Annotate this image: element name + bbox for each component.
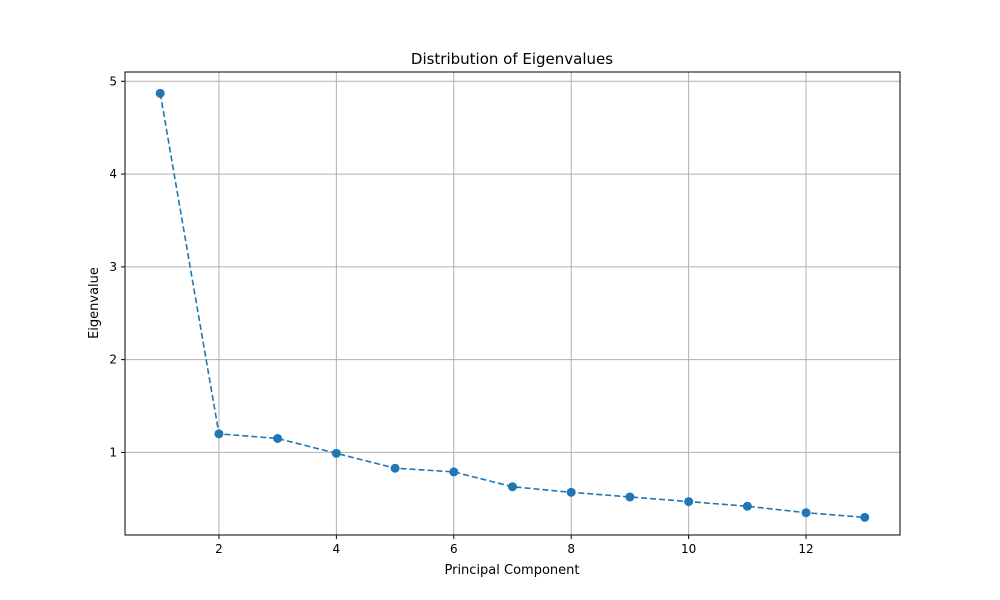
x-tick-label: 2 bbox=[215, 542, 223, 556]
data-point bbox=[742, 501, 752, 511]
series-line bbox=[159, 93, 865, 519]
x-tick-label: 12 bbox=[798, 542, 813, 556]
y-tick-label: 4 bbox=[109, 167, 117, 181]
data-point bbox=[801, 508, 811, 518]
y-tick-label: 2 bbox=[109, 353, 117, 367]
y-tick-label: 5 bbox=[109, 74, 117, 88]
x-axis-label: Principal Component bbox=[444, 563, 579, 578]
data-point bbox=[860, 512, 870, 522]
plot-frame bbox=[124, 71, 901, 536]
data-point bbox=[625, 492, 635, 502]
data-point bbox=[273, 434, 283, 444]
y-tick-label: 3 bbox=[109, 260, 117, 274]
data-point bbox=[684, 497, 694, 507]
data-point bbox=[566, 487, 576, 497]
chart-title: Distribution of Eigenvalues bbox=[411, 50, 613, 68]
y-axis-label: Eigenvalue bbox=[87, 267, 102, 339]
data-point bbox=[331, 448, 341, 458]
series-eigenvalues bbox=[155, 88, 870, 522]
data-point bbox=[155, 88, 165, 98]
data-point bbox=[508, 482, 517, 492]
data-point bbox=[449, 467, 459, 477]
data-point bbox=[214, 429, 224, 439]
x-tick-label: 4 bbox=[333, 542, 341, 556]
data-point bbox=[390, 463, 400, 473]
x-tick-label: 6 bbox=[450, 542, 458, 556]
y-tick-label: 1 bbox=[109, 445, 117, 459]
grid-lines bbox=[125, 72, 900, 535]
x-tick-label: 8 bbox=[567, 542, 575, 556]
x-tick-label: 10 bbox=[681, 542, 696, 556]
